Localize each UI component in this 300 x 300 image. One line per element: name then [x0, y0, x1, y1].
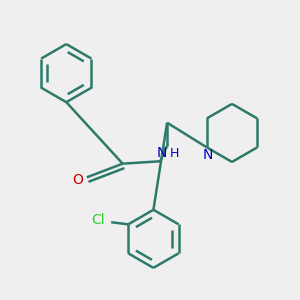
Text: N: N — [157, 146, 167, 160]
Text: H: H — [170, 147, 179, 160]
Text: N: N — [203, 148, 213, 162]
Text: Cl: Cl — [92, 212, 105, 226]
Text: O: O — [72, 173, 83, 187]
